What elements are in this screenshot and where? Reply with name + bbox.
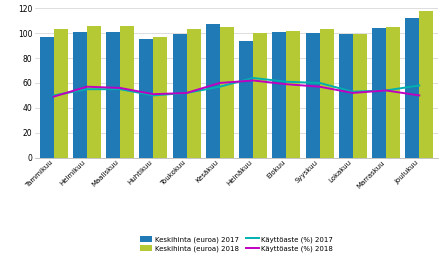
Bar xyxy=(320,29,334,158)
Bar xyxy=(120,26,134,158)
Bar xyxy=(139,39,153,158)
Bar xyxy=(53,29,68,158)
Bar xyxy=(206,24,220,158)
Bar xyxy=(353,34,367,158)
Bar xyxy=(220,27,234,158)
Bar xyxy=(286,31,300,158)
Bar xyxy=(239,41,253,158)
Bar xyxy=(73,32,87,158)
Legend: Keskihinta (euroa) 2017, Keskihinta (euroa) 2018, Käyttöaste (%) 2017, Käyttöast: Keskihinta (euroa) 2017, Keskihinta (eur… xyxy=(137,233,336,255)
Bar xyxy=(419,11,433,158)
Bar xyxy=(153,37,168,158)
Bar xyxy=(87,26,101,158)
Bar xyxy=(187,29,201,158)
Bar xyxy=(40,37,53,158)
Bar xyxy=(253,33,267,158)
Bar xyxy=(173,34,187,158)
Bar xyxy=(386,27,400,158)
Bar xyxy=(305,33,320,158)
Bar xyxy=(272,32,286,158)
Bar xyxy=(405,18,419,158)
Bar xyxy=(339,34,353,158)
Bar xyxy=(372,28,386,158)
Bar xyxy=(106,32,120,158)
